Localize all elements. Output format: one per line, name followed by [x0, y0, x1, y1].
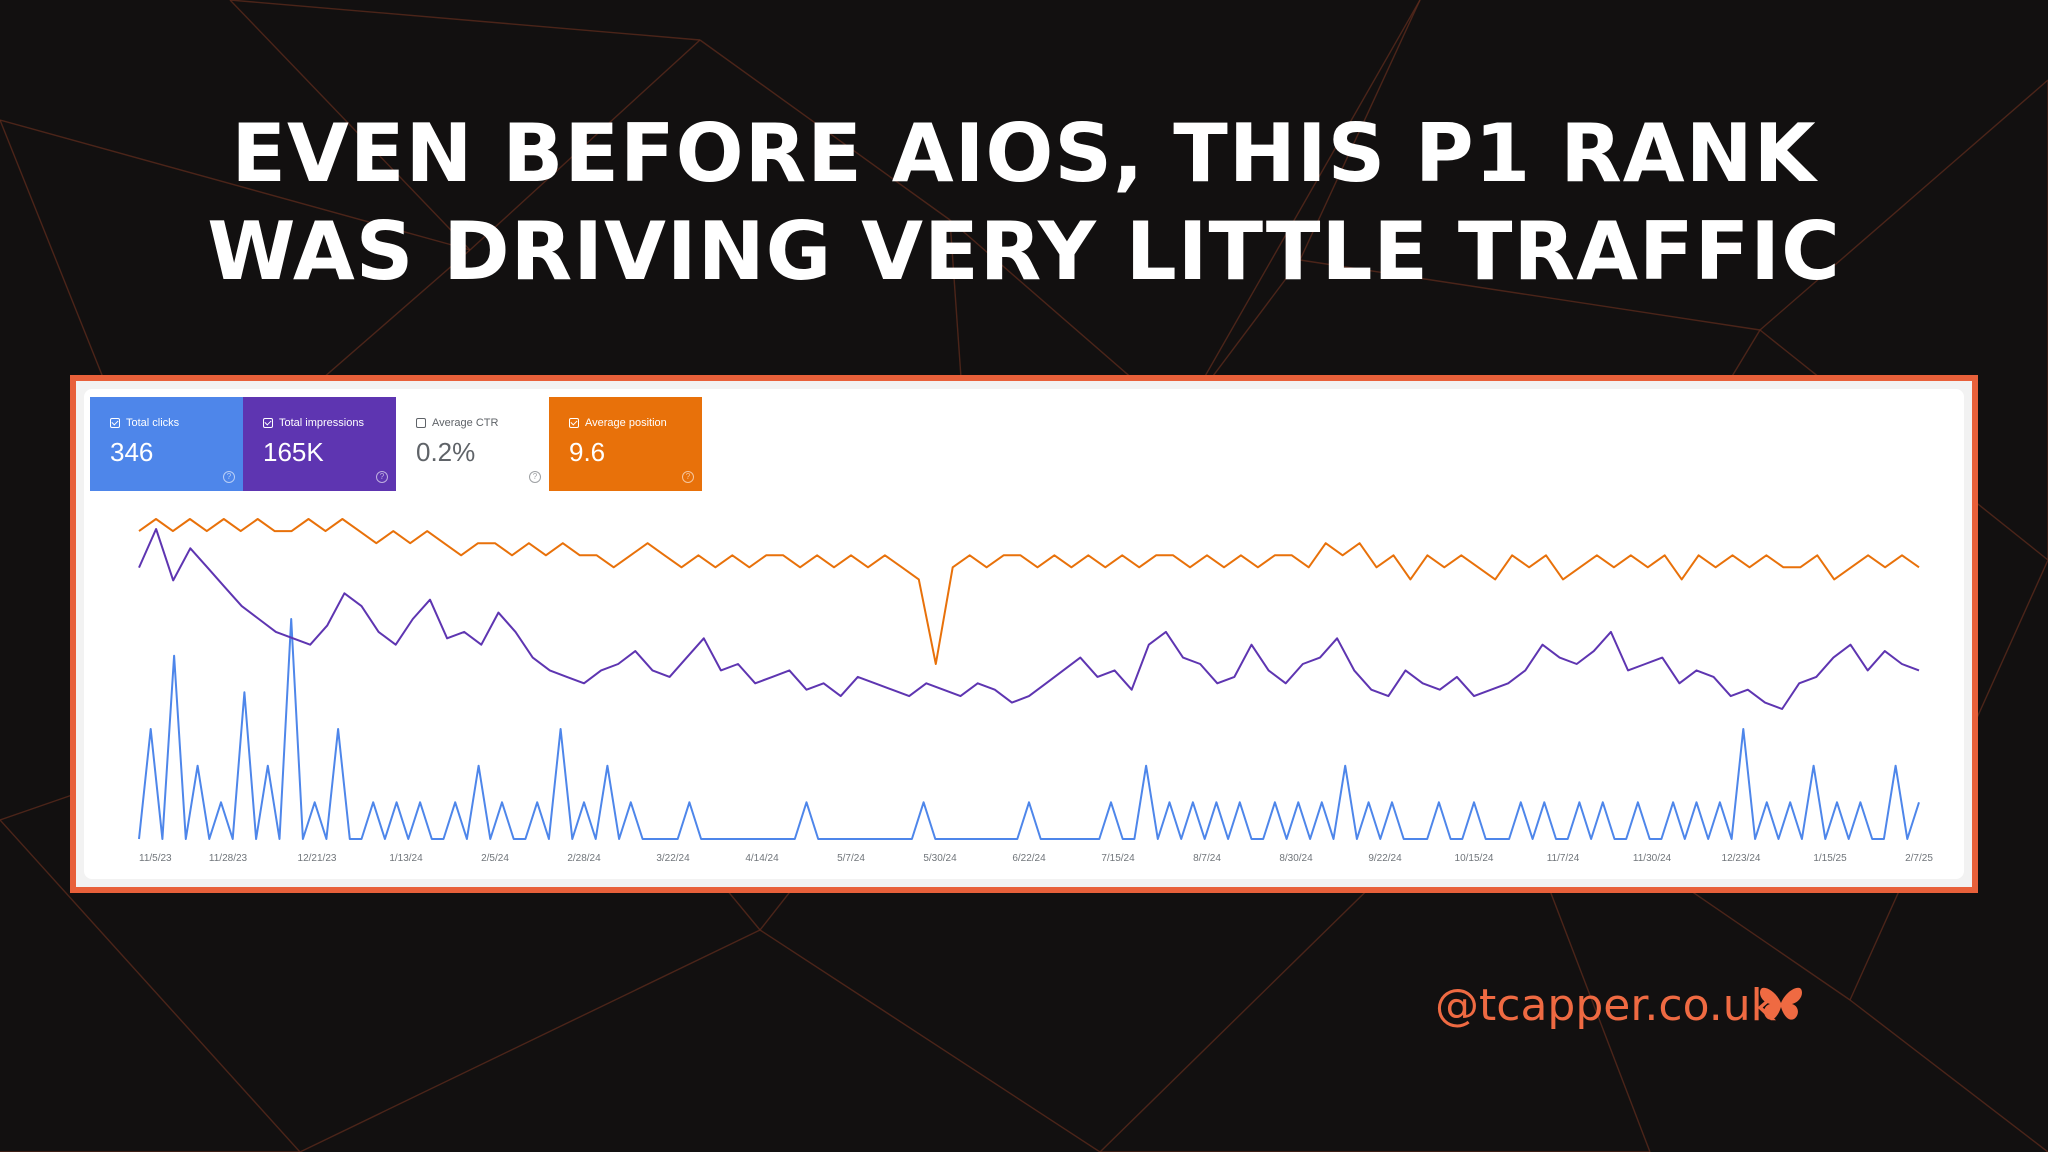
- background-line: [699, 39, 951, 221]
- metric-card-average-ctr[interactable]: Average CTR 0.2% ?: [396, 397, 549, 491]
- metric-card-total-impressions[interactable]: Total impressions 165K ?: [243, 397, 396, 491]
- x-tick-label: 4/14/24: [745, 853, 779, 864]
- x-tick-label: 2/5/24: [481, 853, 509, 864]
- background-line: [229, 0, 471, 251]
- background-line: [299, 929, 761, 1152]
- help-icon[interactable]: ?: [376, 471, 388, 483]
- series-line-total-impressions: [138, 528, 1920, 710]
- metric-label: Total impressions: [279, 417, 364, 429]
- series-line-average-position: [138, 518, 1920, 665]
- author-handle[interactable]: @tcapper.co.uk: [1435, 980, 1777, 1031]
- background-line: [229, 0, 701, 41]
- x-tick-label: 11/30/24: [1633, 853, 1672, 864]
- metric-card-total-clicks[interactable]: Total clicks 346 ?: [90, 397, 243, 491]
- background-line: [469, 39, 701, 251]
- metric-label: Average position: [585, 417, 667, 429]
- x-tick-label: 7/15/24: [1101, 853, 1135, 864]
- help-icon[interactable]: ?: [682, 471, 694, 483]
- metric-label: Total clicks: [126, 417, 180, 429]
- checkbox-icon[interactable]: [110, 418, 120, 428]
- x-tick-label: 6/22/24: [1012, 853, 1046, 864]
- checkbox-icon[interactable]: [569, 418, 579, 428]
- checkbox-icon[interactable]: [416, 418, 426, 428]
- background-line: [1299, 259, 1761, 331]
- search-console-panel: 11/5/23 11/28/23 12/21/23 1/13/24 2/5/24 2/28…: [70, 375, 1978, 893]
- headline: EVEN BEFORE AIOS, THIS P1 RANK WAS DRIVI…: [0, 105, 2048, 301]
- x-tick-label: 1/13/24: [389, 853, 423, 864]
- butterfly-icon: [1760, 987, 1802, 1020]
- x-tick-label: 11/5/23: [139, 853, 172, 864]
- x-tick-label: 12/21/23: [298, 853, 337, 864]
- x-tick-label: 2/28/24: [567, 853, 601, 864]
- performance-chart-panel: 11/5/23 11/28/23 12/21/23 1/13/24 2/5/24 2/28…: [84, 389, 1964, 879]
- x-tick-label: 8/7/24: [1193, 853, 1221, 864]
- x-tick-label: 8/30/24: [1279, 853, 1313, 864]
- x-tick-label: 10/15/24: [1455, 853, 1494, 864]
- x-tick-label: 5/30/24: [923, 853, 957, 864]
- x-tick-label: 9/22/24: [1368, 853, 1402, 864]
- checkbox-icon[interactable]: [263, 418, 273, 428]
- help-icon[interactable]: ?: [223, 471, 235, 483]
- x-tick-label: 12/23/24: [1722, 853, 1761, 864]
- x-tick-label: 11/7/24: [1547, 853, 1580, 864]
- metric-value: 9.6: [569, 437, 606, 467]
- metric-value: 0.2%: [416, 437, 476, 467]
- headline-line-1: EVEN BEFORE AIOS, THIS P1 RANK: [231, 107, 1817, 200]
- series-line-total-clicks: [138, 618, 1920, 840]
- performance-line-chart: 11/5/23 11/28/23 12/21/23 1/13/24 2/5/24 2/28…: [138, 518, 1933, 864]
- background-line: [0, 819, 301, 1152]
- metric-card-average-position[interactable]: Average position 9.6 ?: [549, 397, 702, 491]
- headline-line-2: WAS DRIVING VERY LITTLE TRAFFIC: [207, 205, 1841, 298]
- metric-cards: Total clicks 346 ? Total impressions 165…: [90, 397, 702, 491]
- background-line: [1759, 79, 2048, 331]
- background-line: [759, 929, 1101, 1152]
- x-tick-label: 2/7/25: [1905, 853, 1933, 864]
- metric-label: Average CTR: [432, 417, 499, 429]
- background-line: [1849, 999, 2048, 1152]
- background-line: [0, 119, 471, 251]
- x-tick-label: 5/7/24: [837, 853, 865, 864]
- metric-value: 346: [110, 437, 154, 467]
- x-tick-label: 1/15/25: [1813, 853, 1847, 864]
- metric-value: 165K: [263, 437, 324, 467]
- background-line: [1299, 0, 1421, 261]
- help-icon[interactable]: ?: [529, 471, 541, 483]
- x-tick-label: 11/28/23: [209, 853, 248, 864]
- x-tick-label: 3/22/24: [656, 853, 690, 864]
- background-line: [1179, 0, 1421, 421]
